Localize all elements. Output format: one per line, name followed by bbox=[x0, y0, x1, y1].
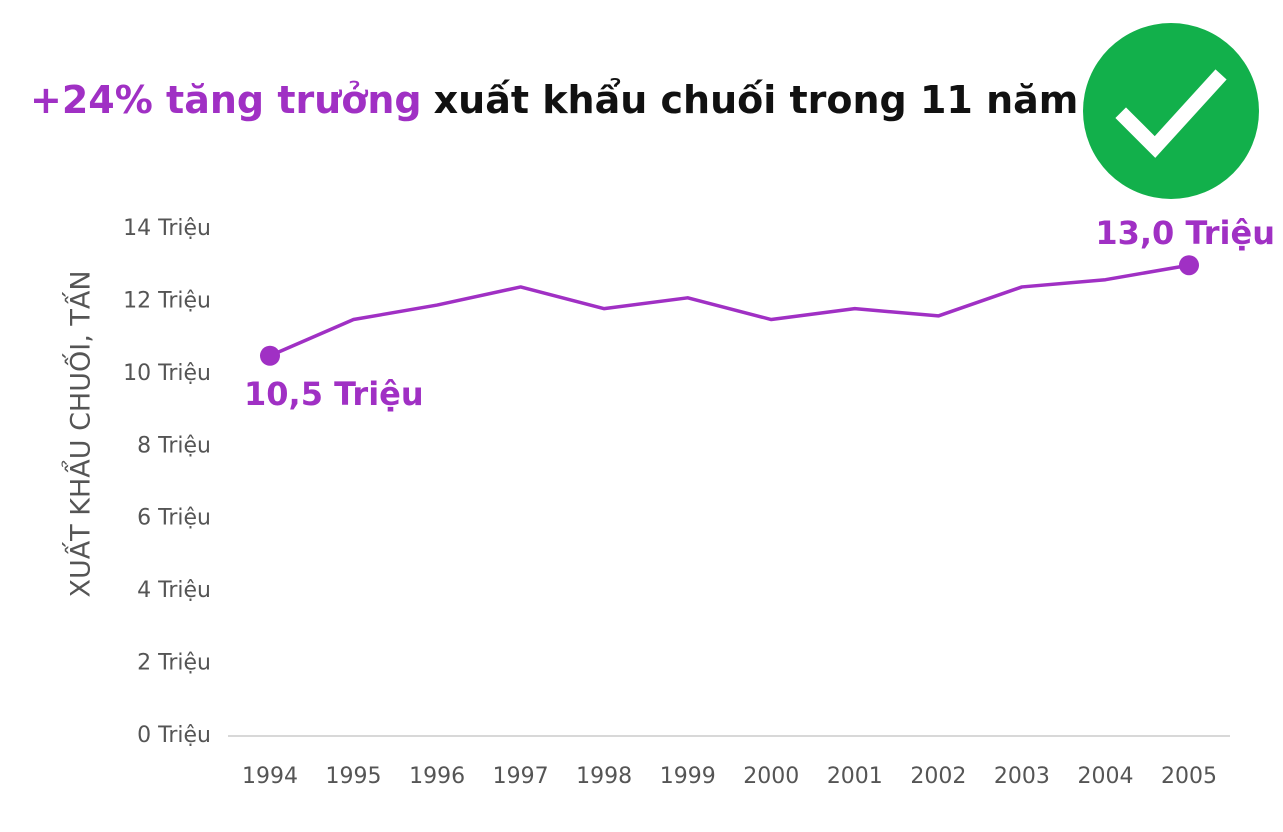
check-icon bbox=[1083, 23, 1259, 199]
y-tick-label: 4 Triệu bbox=[137, 578, 211, 603]
x-tick-label: 2003 bbox=[994, 764, 1050, 789]
value-label: 13,0 Triệu bbox=[1095, 214, 1275, 252]
chart-title: +24% tăng trưởng xuất khẩu chuối trong 11… bbox=[30, 78, 1078, 122]
x-tick-label: 2002 bbox=[910, 764, 966, 789]
x-tick-label: 1997 bbox=[493, 764, 549, 789]
data-point bbox=[1179, 255, 1199, 276]
value-label: 10,5 Triệu bbox=[244, 375, 424, 413]
y-tick-label: 14 Triệu bbox=[123, 216, 211, 241]
x-tick-label: 2005 bbox=[1161, 764, 1217, 789]
x-tick-label: 1996 bbox=[409, 764, 465, 789]
data-line bbox=[269, 263, 1190, 358]
y-axis-label: XUẤT KHẨU CHUỐI, TẤN bbox=[62, 270, 97, 597]
x-tick-label: 1999 bbox=[660, 764, 716, 789]
y-tick-label: 8 Triệu bbox=[137, 433, 211, 458]
x-tick-label: 2004 bbox=[1077, 764, 1133, 789]
y-tick-label: 6 Triệu bbox=[137, 506, 211, 531]
y-tick-label: 2 Triệu bbox=[137, 651, 211, 676]
title-rest: xuất khẩu chuối trong 11 năm bbox=[434, 78, 1079, 122]
x-tick-label: 1995 bbox=[326, 764, 382, 789]
x-tick-label: 1994 bbox=[242, 764, 298, 789]
y-tick-label: 10 Triệu bbox=[123, 361, 211, 386]
x-tick-label: 2000 bbox=[743, 764, 799, 789]
data-point bbox=[260, 345, 280, 366]
check-mark bbox=[1115, 69, 1227, 158]
check-circle bbox=[1083, 23, 1259, 199]
y-tick-label: 0 Triệu bbox=[137, 723, 211, 748]
x-tick-label: 1998 bbox=[576, 764, 632, 789]
x-tick-label: 2001 bbox=[827, 764, 883, 789]
title-highlight: +24% tăng trưởng bbox=[30, 78, 422, 122]
y-tick-label: 12 Triệu bbox=[123, 288, 211, 313]
